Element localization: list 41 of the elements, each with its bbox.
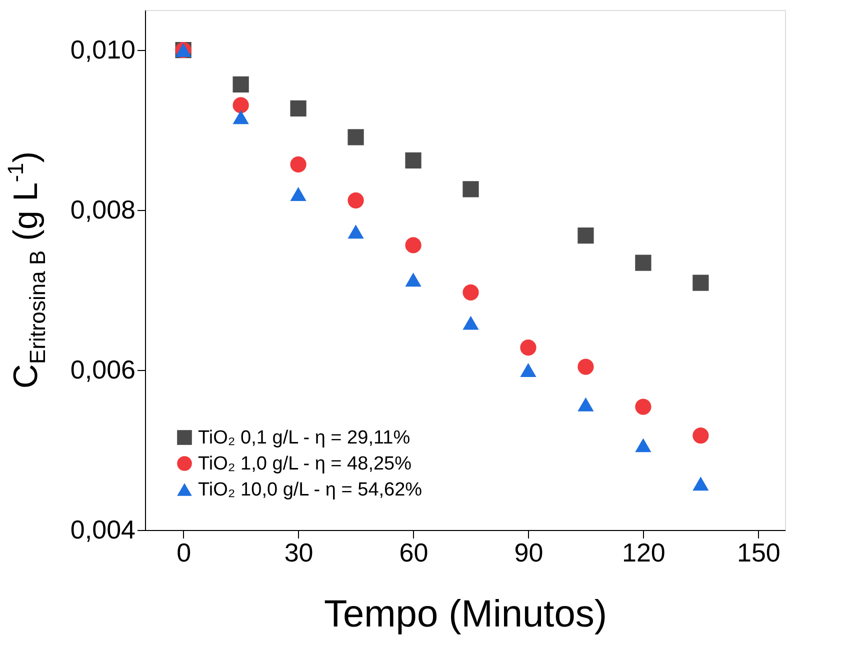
y-tick-label: 0,010: [70, 34, 136, 64]
point: [692, 476, 709, 491]
legend-label: TiO₂ 0,1 g/L - η = 29,11%: [198, 428, 410, 448]
point: [578, 397, 594, 412]
point: [232, 76, 249, 92]
point: [405, 237, 422, 254]
point: [578, 228, 594, 244]
point: [348, 192, 364, 208]
y-tick-label: 0,008: [70, 194, 136, 224]
y-axis-title: CEritrosina B (g L-1): [3, 151, 50, 389]
point: [578, 358, 594, 375]
point: [290, 156, 306, 172]
point: [232, 97, 249, 114]
point: [635, 254, 652, 271]
x-tick-label: 150: [736, 538, 780, 568]
point: [462, 316, 479, 330]
point: [405, 272, 422, 287]
point: [348, 129, 364, 146]
point: [520, 363, 536, 377]
x-tick-label: 60: [399, 538, 428, 568]
x-tick-label: 120: [622, 538, 666, 568]
point: [692, 274, 709, 291]
point: [348, 224, 364, 239]
legend-label: TiO₂ 10,0 g/L - η = 54,62%: [198, 480, 422, 500]
point: [290, 187, 306, 201]
x-axis-title: Tempo (Minutos): [324, 594, 607, 636]
point: [405, 152, 422, 168]
point: [520, 340, 536, 356]
point: [290, 100, 306, 116]
y-tick-label: 0,006: [70, 354, 136, 384]
y-tick-label: 0,004: [70, 514, 136, 544]
x-tick-label: 30: [284, 538, 314, 568]
legend-label: TiO₂ 1,0 g/L - η = 48,25%: [198, 454, 412, 474]
x-tick-label: 0: [176, 538, 192, 568]
x-tick-label: 90: [514, 538, 544, 568]
point: [462, 181, 479, 198]
point: [462, 284, 479, 300]
point: [232, 110, 249, 124]
point: [635, 438, 652, 452]
point: [692, 428, 709, 444]
point: [635, 398, 652, 415]
